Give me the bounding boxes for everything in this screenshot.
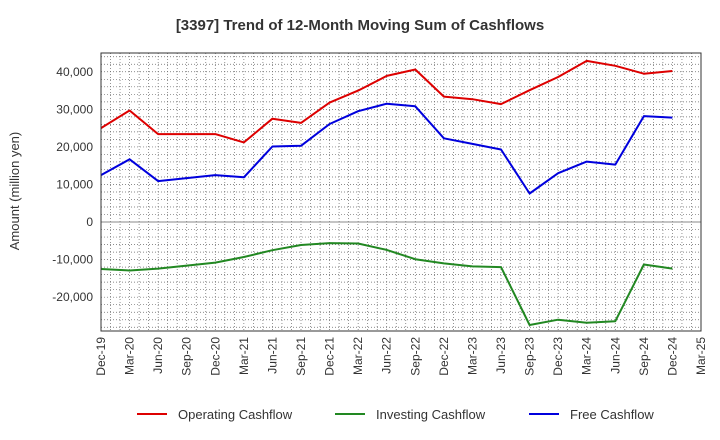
- x-tick-label: Jun-23: [494, 337, 508, 374]
- legend-label: Operating Cashflow: [178, 407, 293, 422]
- x-tick-label: Dec-21: [323, 337, 337, 376]
- x-tick-label: Mar-23: [465, 337, 479, 375]
- x-tick-label: Mar-24: [580, 337, 594, 375]
- y-tick-label: 40,000: [56, 65, 93, 79]
- y-tick-labels: -20,000 -10,000 0 10,000 20,000 30,000 40,000: [52, 65, 93, 304]
- legend-label: Investing Cashflow: [376, 407, 486, 422]
- y-tick-label: -10,000: [52, 253, 93, 267]
- x-tick-label: Mar-25: [694, 337, 708, 375]
- y-axis-label: Amount (million yen): [7, 132, 22, 251]
- x-tick-label: Mar-20: [123, 337, 137, 375]
- x-tick-label: Dec-22: [437, 337, 451, 376]
- x-tick-label: Jun-22: [380, 337, 394, 374]
- y-tick-label: 30,000: [56, 102, 93, 116]
- x-tick-label: Jun-21: [265, 337, 279, 374]
- series-line: [100, 102, 673, 195]
- x-tick-label: Sep-22: [408, 337, 422, 376]
- plot-frame: [100, 52, 702, 332]
- series-line: [100, 59, 673, 144]
- x-tick-label: Jun-20: [151, 337, 165, 374]
- x-tick-label: Dec-24: [665, 337, 679, 376]
- x-tick-label: Dec-23: [551, 337, 565, 376]
- chart-title: [3397] Trend of 12-Month Moving Sum of C…: [176, 17, 544, 34]
- x-tick-label: Mar-21: [237, 337, 251, 375]
- y-tick-label: -20,000: [52, 290, 93, 304]
- x-tick-label: Sep-20: [180, 337, 194, 376]
- x-tick-label: Dec-19: [94, 337, 108, 376]
- legend: Operating Cashflow Investing Cashflow Free…: [137, 407, 654, 422]
- x-tick-label: Sep-23: [523, 337, 537, 376]
- x-tick-label: Dec-20: [208, 337, 222, 376]
- series-line: [100, 242, 673, 326]
- series-lines: [100, 59, 673, 326]
- x-tick-labels: Dec-19 Mar-20 Jun-20 Sep-20 Dec-20 Mar-21 Jun-…: [94, 337, 708, 376]
- x-tick-label: Mar-22: [351, 337, 365, 375]
- y-tick-label: 10,000: [56, 177, 93, 191]
- x-tick-label: Sep-21: [294, 337, 308, 376]
- x-tick-label: Jun-24: [608, 337, 622, 374]
- x-tick-label: Sep-24: [637, 337, 651, 376]
- legend-label: Free Cashflow: [570, 407, 654, 422]
- y-tick-label: 0: [86, 215, 93, 229]
- y-tick-label: 20,000: [56, 140, 93, 154]
- grid-lines: [100, 53, 702, 331]
